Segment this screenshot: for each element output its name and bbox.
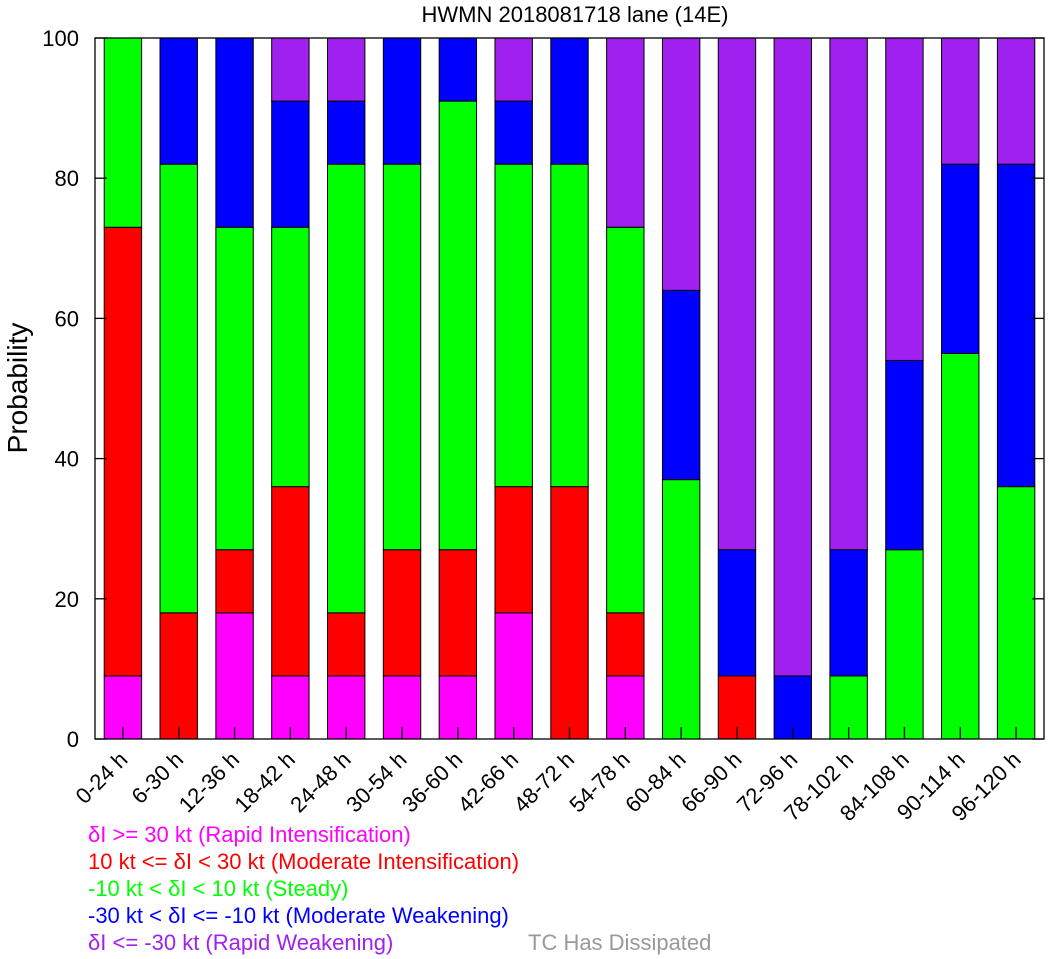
- bar-segment-3-series-4: [271, 37, 310, 102]
- bar-segment-8-series-2: [550, 163, 589, 488]
- y-tick-label-1: 20: [55, 587, 79, 612]
- bar-segment-9-series-1: [606, 612, 645, 677]
- bar-segment-3-series-1: [271, 486, 310, 677]
- bar-segment-12-series-4: [773, 37, 812, 677]
- y-tick-label-2: 40: [55, 447, 79, 472]
- bar-segment-16-series-3: [996, 163, 1036, 488]
- bar-segment-5-series-2: [382, 163, 422, 551]
- legend: δI >= 30 kt (Rapid Intensification) 10 kt…: [88, 821, 1048, 956]
- bar-segment-0-series-2: [103, 37, 143, 228]
- bar-segment-10-series-4: [661, 37, 701, 291]
- bar-segment-16-series-4: [996, 37, 1036, 165]
- bar-segment-11-series-4: [717, 37, 757, 551]
- bar-segment-10-series-2: [661, 479, 701, 740]
- bar-segment-15-series-4: [941, 37, 980, 165]
- x-tick-label-9: 54-78 h: [564, 747, 634, 817]
- bar-segment-6-series-1: [438, 549, 478, 677]
- bar-segment-2-series-2: [215, 226, 254, 551]
- y-ticks: 0 20 40 60 80 100: [42, 26, 1044, 752]
- y-tick-label-3: 60: [55, 306, 79, 331]
- legend-entry-2: -10 kt < δI < 10 kt (Steady): [88, 876, 349, 901]
- bar-segment-8-series-1: [550, 486, 589, 740]
- y-tick-label-5: 100: [42, 26, 79, 51]
- bar-segment-4-series-3: [327, 100, 366, 165]
- bar-segment-1-series-2: [159, 163, 198, 614]
- bar-segment-13-series-3: [829, 549, 868, 677]
- y-tick-label-0: 0: [67, 727, 79, 752]
- x-tick-label-0: 0-24 h: [71, 747, 133, 809]
- bar-segment-1-series-1: [159, 612, 198, 740]
- bar-segment-7-series-1: [494, 486, 533, 614]
- legend-tc-dissipated: TC Has Dissipated: [528, 930, 712, 955]
- chart-title: HWMN 2018081718 lane (14E): [422, 2, 729, 27]
- bar-segment-2-series-1: [215, 549, 254, 614]
- x-tick-label-5: 30-54 h: [341, 747, 411, 817]
- bar-segment-16-series-2: [996, 486, 1036, 740]
- x-tick-label-4: 24-48 h: [285, 747, 355, 817]
- x-tick-label-2: 12-36 h: [174, 747, 244, 817]
- bar-segment-8-series-3: [550, 37, 589, 165]
- y-axis-label: Probability: [2, 323, 33, 454]
- bar-segment-7-series-4: [494, 37, 533, 102]
- y-tick-label-4: 80: [55, 166, 79, 191]
- bar-segment-15-series-2: [941, 352, 980, 740]
- bar-segment-3-series-2: [271, 226, 310, 488]
- bar-segment-11-series-3: [717, 549, 757, 677]
- x-tick-label-11: 66-90 h: [676, 747, 746, 817]
- bar-segment-15-series-3: [941, 163, 980, 354]
- legend-entry-4: δI <= -30 kt (Rapid Weakening): [88, 930, 394, 955]
- bar-segment-0-series-1: [103, 226, 143, 677]
- bar-segment-4-series-4: [327, 37, 366, 102]
- stacked-bar-chart: HWMN 2018081718 lane (14E) Probability 0…: [2, 2, 1045, 820]
- x-tick-label-3: 18-42 h: [229, 747, 299, 817]
- legend-entry-3: -30 kt < δI <= -10 kt (Moderate Weakenin…: [88, 903, 509, 928]
- bar-segment-14-series-2: [885, 549, 924, 740]
- bar-segment-1-series-3: [159, 37, 198, 165]
- bar-segment-9-series-2: [606, 226, 645, 614]
- bar-segment-13-series-4: [829, 37, 868, 551]
- legend-entry-1: 10 kt <= δI < 30 kt (Moderate Intensific…: [88, 849, 520, 874]
- bars-layer: [103, 37, 1036, 740]
- bar-segment-14-series-3: [885, 359, 924, 551]
- x-tick-label-10: 60-84 h: [620, 747, 690, 817]
- bar-segment-7-series-2: [494, 163, 533, 488]
- bar-segment-6-series-3: [438, 37, 478, 102]
- x-tick-label-7: 42-66 h: [453, 747, 523, 817]
- x-tick-label-6: 36-60 h: [397, 747, 467, 817]
- legend-entry-0: δI >= 30 kt (Rapid Intensification): [88, 822, 411, 847]
- bar-segment-10-series-3: [661, 289, 701, 481]
- bar-segment-7-series-0: [494, 612, 533, 740]
- bar-segment-4-series-2: [327, 163, 366, 614]
- bar-segment-3-series-3: [271, 100, 310, 228]
- bar-segment-2-series-0: [215, 612, 254, 740]
- bar-segment-9-series-4: [606, 37, 645, 228]
- bar-segment-2-series-3: [215, 37, 254, 228]
- x-tick-label-8: 48-72 h: [509, 747, 579, 817]
- bar-segment-7-series-3: [494, 100, 533, 165]
- bar-segment-14-series-4: [885, 37, 924, 361]
- x-tick-labels: 0-24 h6-30 h12-36 h18-42 h24-48 h30-54 h…: [71, 727, 1026, 820]
- bar-segment-4-series-1: [327, 612, 366, 677]
- bar-segment-5-series-1: [382, 549, 422, 677]
- bar-segment-6-series-2: [438, 100, 478, 551]
- bar-segment-5-series-3: [382, 37, 422, 165]
